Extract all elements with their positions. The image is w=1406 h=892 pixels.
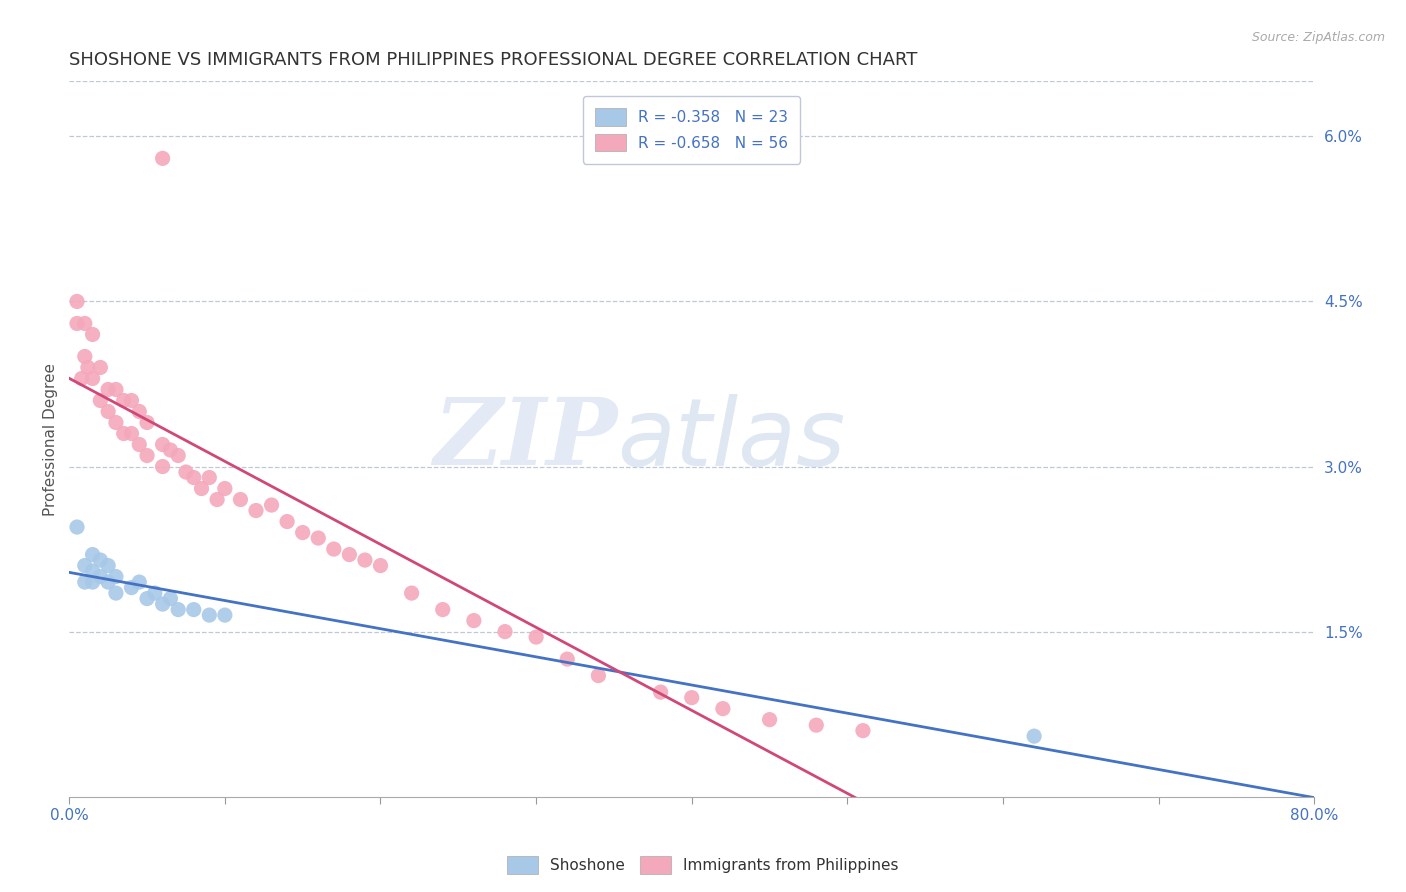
Point bbox=[322, 542, 344, 557]
Point bbox=[73, 575, 96, 590]
Point bbox=[73, 317, 96, 331]
Point bbox=[128, 404, 150, 418]
Point bbox=[681, 690, 703, 705]
Point bbox=[152, 459, 174, 474]
Point bbox=[136, 591, 159, 606]
Point bbox=[89, 360, 111, 375]
Point bbox=[82, 327, 104, 342]
Point bbox=[121, 581, 143, 595]
Point bbox=[198, 470, 221, 484]
Point bbox=[82, 575, 104, 590]
Point bbox=[121, 393, 143, 408]
Point bbox=[214, 482, 236, 496]
Point bbox=[758, 713, 780, 727]
Point bbox=[104, 586, 127, 600]
Point bbox=[1024, 729, 1046, 743]
Point bbox=[77, 360, 100, 375]
Point bbox=[66, 294, 89, 309]
Point bbox=[229, 492, 252, 507]
Legend: Shoshone, Immigrants from Philippines: Shoshone, Immigrants from Philippines bbox=[502, 850, 904, 880]
Point bbox=[70, 371, 93, 385]
Point bbox=[205, 492, 228, 507]
Point bbox=[128, 575, 150, 590]
Point bbox=[121, 426, 143, 441]
Point bbox=[143, 586, 166, 600]
Point bbox=[97, 558, 120, 573]
Point bbox=[463, 614, 485, 628]
Point bbox=[276, 515, 298, 529]
Point bbox=[128, 437, 150, 451]
Text: ZIP: ZIP bbox=[433, 394, 617, 484]
Point bbox=[152, 152, 174, 166]
Point bbox=[152, 597, 174, 611]
Point bbox=[370, 558, 392, 573]
Point bbox=[432, 602, 454, 616]
Point bbox=[524, 630, 547, 644]
Point bbox=[190, 482, 212, 496]
Point bbox=[97, 575, 120, 590]
Point bbox=[183, 470, 205, 484]
Point bbox=[104, 416, 127, 430]
Point bbox=[82, 564, 104, 578]
Point bbox=[198, 608, 221, 623]
Point bbox=[159, 591, 181, 606]
Point bbox=[97, 383, 120, 397]
Text: Source: ZipAtlas.com: Source: ZipAtlas.com bbox=[1251, 31, 1385, 45]
Point bbox=[183, 602, 205, 616]
Point bbox=[89, 553, 111, 567]
Point bbox=[245, 503, 267, 517]
Legend: R = -0.358   N = 23, R = -0.658   N = 56: R = -0.358 N = 23, R = -0.658 N = 56 bbox=[583, 96, 800, 163]
Point bbox=[167, 602, 190, 616]
Point bbox=[711, 701, 734, 715]
Point bbox=[66, 317, 89, 331]
Text: SHOSHONE VS IMMIGRANTS FROM PHILIPPINES PROFESSIONAL DEGREE CORRELATION CHART: SHOSHONE VS IMMIGRANTS FROM PHILIPPINES … bbox=[69, 51, 918, 69]
Point bbox=[104, 383, 127, 397]
Point bbox=[494, 624, 516, 639]
Point bbox=[152, 437, 174, 451]
Text: atlas: atlas bbox=[617, 393, 845, 484]
Point bbox=[588, 668, 610, 682]
Point bbox=[136, 416, 159, 430]
Point bbox=[337, 548, 360, 562]
Point bbox=[806, 718, 828, 732]
Point bbox=[112, 426, 135, 441]
Point bbox=[307, 531, 329, 545]
Point bbox=[136, 449, 159, 463]
Point bbox=[82, 371, 104, 385]
Point bbox=[650, 685, 672, 699]
Point bbox=[852, 723, 875, 738]
Point bbox=[174, 465, 197, 479]
Point bbox=[159, 443, 181, 458]
Point bbox=[104, 569, 127, 583]
Point bbox=[354, 553, 377, 567]
Point bbox=[167, 449, 190, 463]
Point bbox=[555, 652, 578, 666]
Point bbox=[89, 569, 111, 583]
Point bbox=[97, 404, 120, 418]
Point bbox=[260, 498, 283, 512]
Point bbox=[112, 393, 135, 408]
Point bbox=[401, 586, 423, 600]
Point bbox=[73, 350, 96, 364]
Point bbox=[214, 608, 236, 623]
Y-axis label: Professional Degree: Professional Degree bbox=[44, 362, 58, 516]
Point bbox=[82, 548, 104, 562]
Point bbox=[66, 520, 89, 534]
Point bbox=[89, 393, 111, 408]
Point bbox=[291, 525, 314, 540]
Point bbox=[73, 558, 96, 573]
